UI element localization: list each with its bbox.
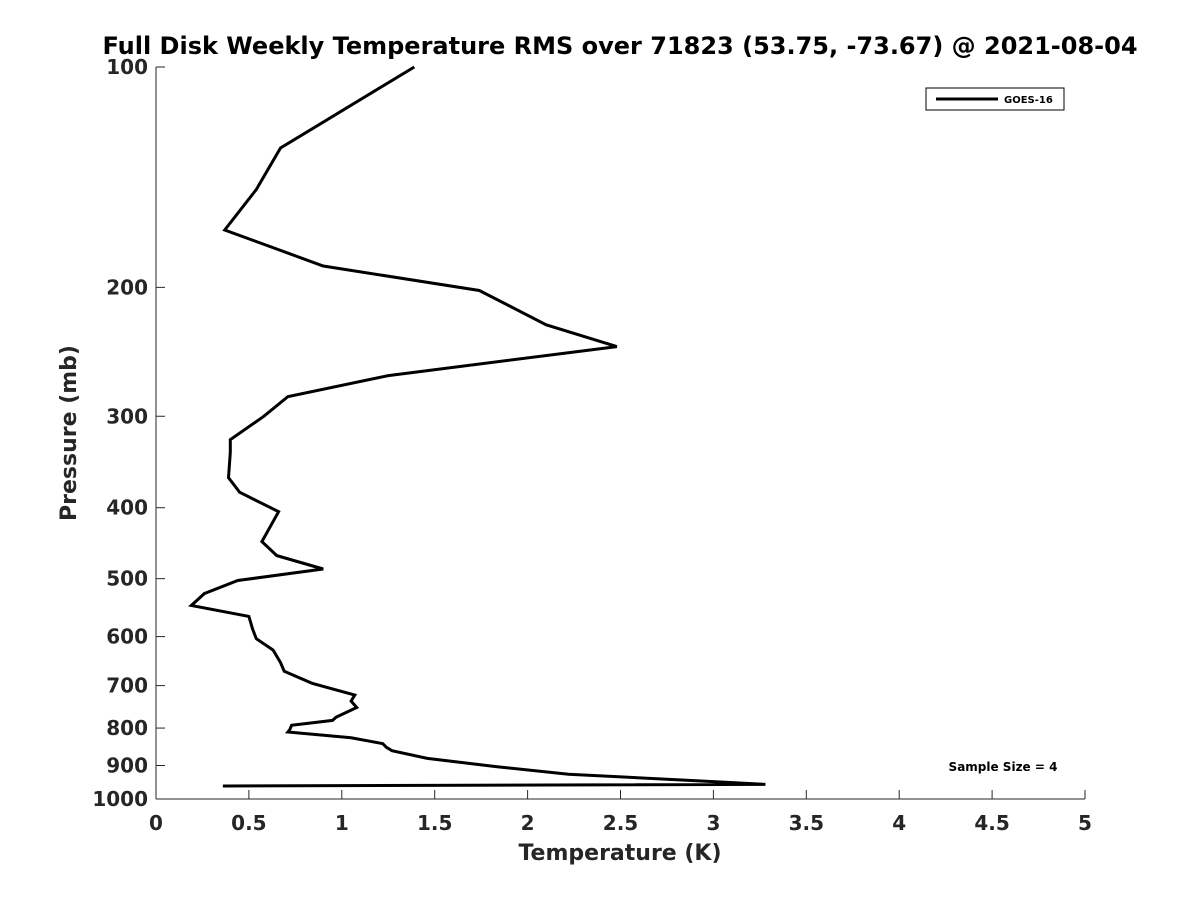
x-tick-label: 0.5 (231, 811, 266, 835)
x-tick-label: 2.5 (603, 811, 638, 835)
y-tick-label: 800 (106, 716, 148, 740)
y-tick-label: 900 (106, 754, 148, 778)
legend-label-goes-16: GOES-16 (1004, 95, 1053, 106)
x-tick-label: 1 (335, 811, 349, 835)
x-axis-label: Temperature (K) (518, 841, 721, 866)
series-line-goes-16 (188, 65, 766, 788)
x-tick-label: 3 (706, 811, 720, 835)
sample-size-annotation: Sample Size = 4 (949, 760, 1058, 774)
y-tick-label: 200 (106, 275, 148, 299)
series-layer (188, 65, 766, 788)
y-tick-label: 600 (106, 625, 148, 649)
axes (155, 67, 1085, 800)
y-tick-label: 500 (106, 567, 148, 591)
y-tick-label: 1000 (92, 787, 148, 811)
legend: GOES-16 (925, 87, 1065, 111)
y-tick-label: 100 (106, 55, 148, 79)
y-axis-ticks: 100 200 300 400 500 600 700 800 900 1000 (92, 55, 165, 811)
x-tick-label: 2 (521, 811, 535, 835)
x-tick-label: 4 (892, 811, 906, 835)
x-tick-label: 1.5 (417, 811, 452, 835)
x-tick-label: 5 (1078, 811, 1092, 835)
x-axis-ticks: 0 0.5 1 1.5 2 2.5 3 3.5 4 4.5 5 (149, 790, 1092, 835)
y-axis-label: Pressure (mb) (57, 345, 82, 521)
x-tick-label: 0 (149, 811, 163, 835)
y-tick-label: 400 (106, 496, 148, 520)
chart-title: Full Disk Weekly Temperature RMS over 71… (102, 32, 1137, 60)
y-tick-label: 700 (106, 674, 148, 698)
x-tick-label: 3.5 (789, 811, 824, 835)
x-tick-label: 4.5 (974, 811, 1009, 835)
y-tick-label: 300 (106, 404, 148, 428)
